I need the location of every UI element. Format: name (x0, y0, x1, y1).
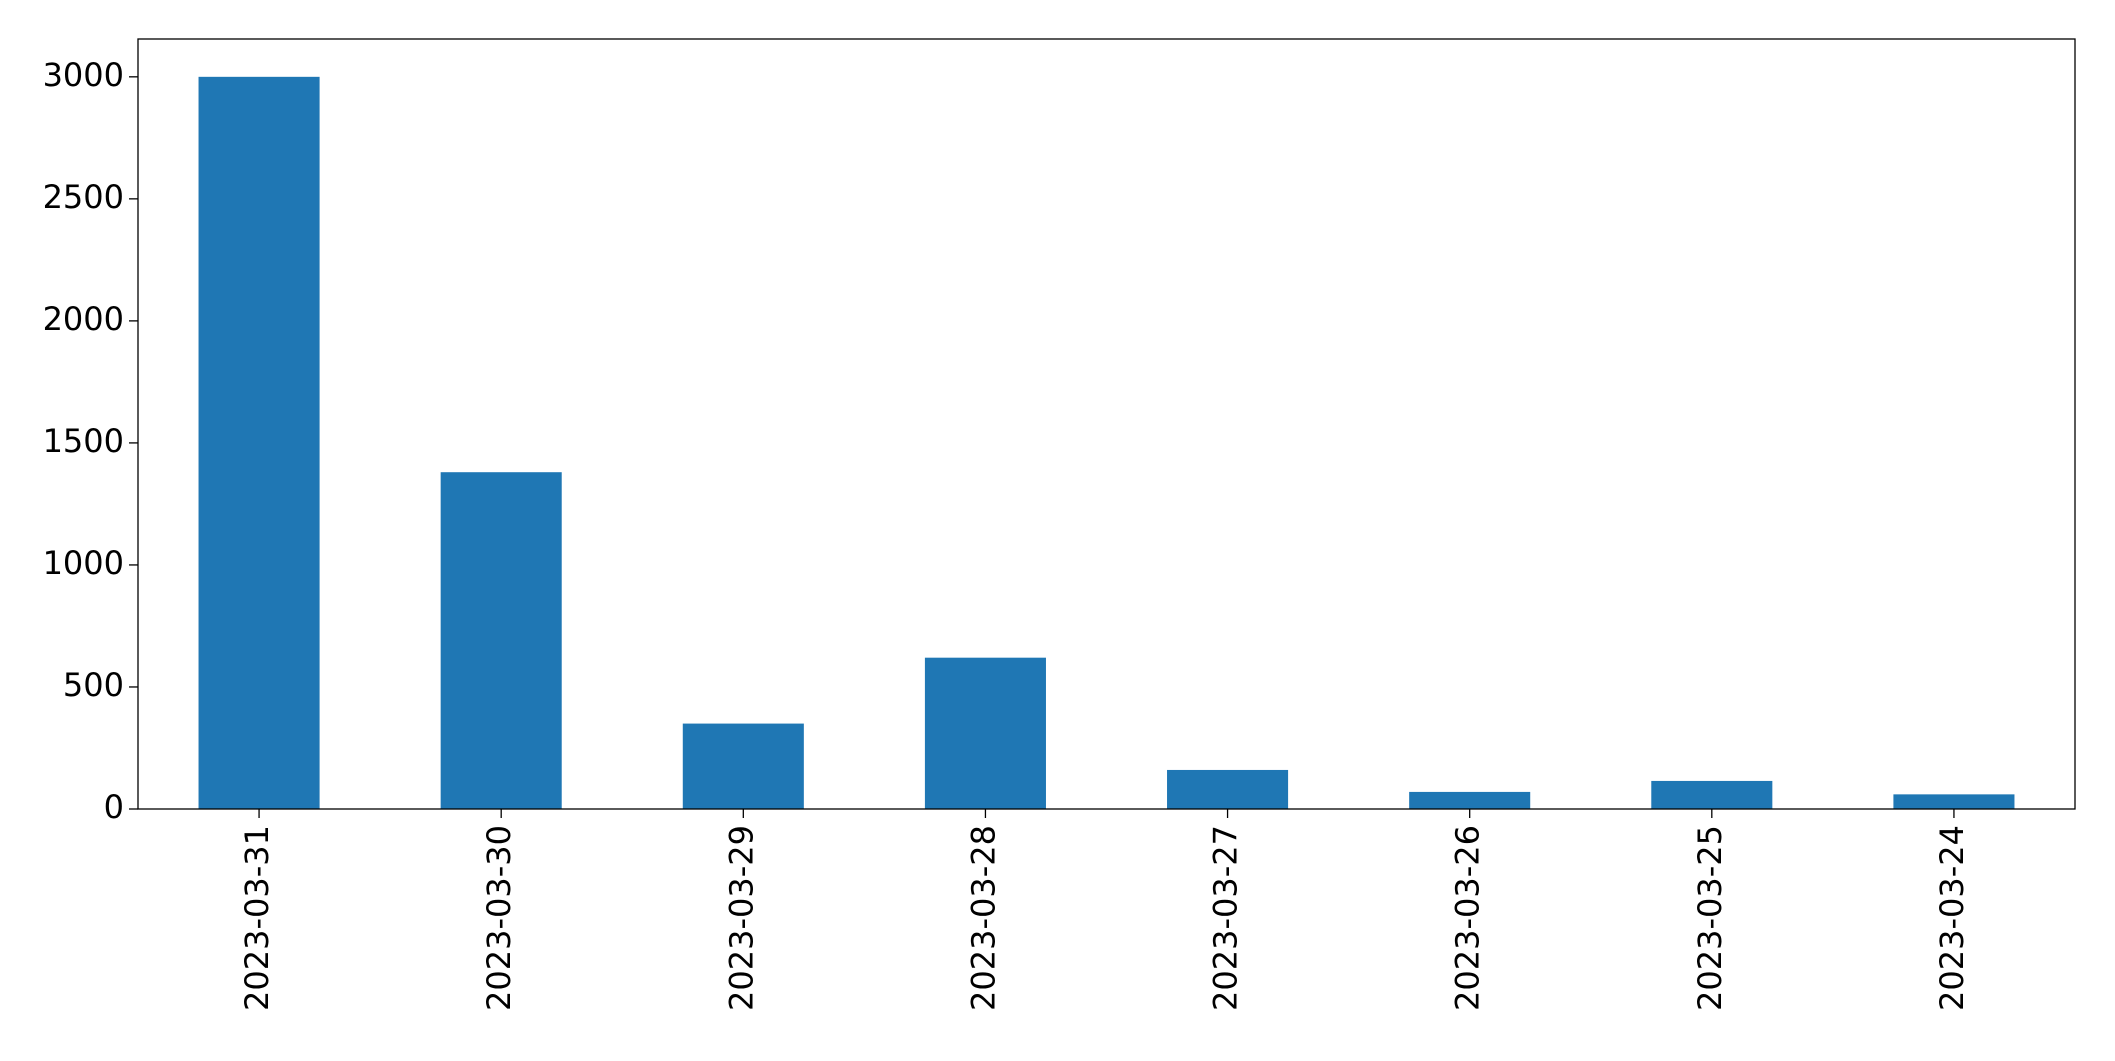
y-tick-label: 0 (104, 788, 124, 826)
bar (198, 76, 320, 809)
x-tick-label: 2023-03-27 (1207, 825, 1245, 1011)
y-tick-label: 1000 (43, 544, 124, 582)
x-tick-label: 2023-03-25 (1691, 825, 1729, 1011)
bar (924, 657, 1046, 809)
bar (1409, 791, 1531, 809)
y-tick-label: 2500 (43, 178, 124, 216)
bar (1893, 794, 2015, 809)
bar (1651, 780, 1773, 809)
bar (1167, 769, 1289, 809)
y-tick-label: 500 (63, 666, 124, 704)
y-tick-label: 1500 (43, 422, 124, 460)
bar (440, 472, 562, 809)
x-tick-label: 2023-03-29 (722, 825, 760, 1011)
y-tick-label: 2000 (43, 300, 124, 338)
bar (682, 723, 804, 809)
plot-frame (137, 38, 2076, 810)
x-tick-label: 2023-03-28 (964, 825, 1002, 1011)
y-tick-label: 3000 (43, 56, 124, 94)
x-tick-label: 2023-03-26 (1449, 825, 1487, 1011)
x-tick-label: 2023-03-31 (238, 825, 276, 1011)
x-tick-label: 2023-03-24 (1933, 825, 1971, 1011)
x-tick-label: 2023-03-30 (480, 825, 518, 1011)
